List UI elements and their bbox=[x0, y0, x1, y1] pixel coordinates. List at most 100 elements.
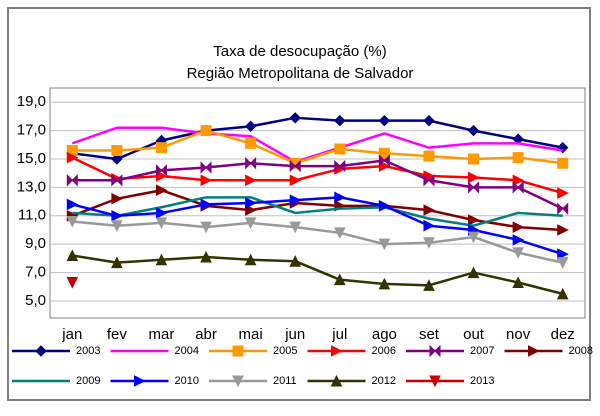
x-tick-label: nov bbox=[506, 326, 531, 343]
line-marker bbox=[512, 221, 525, 233]
x-tick-label: jun bbox=[284, 326, 305, 343]
line-marker bbox=[468, 214, 480, 226]
series-line bbox=[71, 196, 564, 256]
y-tick-label: 5,0 bbox=[25, 292, 46, 309]
line-marker bbox=[66, 249, 79, 262]
line-marker bbox=[557, 187, 569, 199]
line-marker bbox=[333, 227, 346, 239]
legend-label: 2009 bbox=[76, 375, 100, 387]
line-marker bbox=[512, 152, 524, 164]
line-marker bbox=[334, 191, 346, 204]
line-marker bbox=[556, 287, 569, 300]
line-marker bbox=[467, 231, 480, 244]
legend-label: 2011 bbox=[273, 375, 297, 387]
series-line bbox=[71, 156, 564, 195]
line-marker bbox=[512, 276, 524, 289]
x-tick-label: ago bbox=[372, 326, 397, 343]
line-marker bbox=[66, 215, 79, 228]
y-tick-label: 15,0 bbox=[17, 150, 46, 167]
line-marker bbox=[111, 144, 123, 156]
line-marker bbox=[111, 153, 123, 165]
plot-area bbox=[49, 87, 586, 319]
x-tick-label: set bbox=[419, 326, 440, 343]
line-marker bbox=[155, 184, 168, 197]
line-marker bbox=[378, 114, 391, 127]
line-marker bbox=[66, 151, 79, 164]
line-marker bbox=[66, 174, 78, 187]
line-marker bbox=[200, 250, 212, 263]
line-marker bbox=[467, 124, 480, 137]
legend-label: 2013 bbox=[470, 375, 494, 387]
x-tick-label: jul bbox=[331, 326, 347, 343]
line-marker bbox=[468, 153, 480, 165]
line-marker bbox=[512, 181, 524, 194]
x-tick-label: mar bbox=[149, 326, 175, 343]
series-line bbox=[71, 188, 563, 232]
series-line bbox=[72, 220, 563, 264]
y-tick-label: 13,0 bbox=[17, 178, 46, 195]
series-line bbox=[72, 129, 563, 165]
legend-label: 2003 bbox=[76, 345, 100, 357]
x-tick-label: abr bbox=[195, 326, 217, 343]
legend-marker bbox=[429, 375, 441, 388]
line-marker bbox=[289, 112, 301, 124]
line-marker bbox=[557, 157, 569, 169]
legend-label: 2007 bbox=[470, 345, 494, 357]
chart-subtitle: Região Metropolitana de Salvador bbox=[187, 65, 414, 82]
legend-label: 2012 bbox=[372, 375, 396, 387]
line-marker bbox=[66, 198, 79, 211]
y-tick-label: 7,0 bbox=[25, 264, 46, 281]
line-marker bbox=[111, 220, 123, 232]
y-tick-label: 17,0 bbox=[17, 122, 46, 139]
line-marker bbox=[289, 174, 302, 187]
line-marker bbox=[111, 256, 123, 269]
line-marker bbox=[111, 209, 123, 222]
line-marker bbox=[556, 257, 569, 269]
line-marker bbox=[423, 204, 436, 216]
series-line bbox=[72, 254, 564, 296]
line-marker bbox=[245, 157, 257, 170]
line-marker bbox=[244, 253, 257, 266]
line-marker bbox=[200, 221, 212, 234]
series-line bbox=[72, 116, 563, 161]
line-marker bbox=[200, 198, 213, 211]
line-marker bbox=[289, 194, 302, 206]
line-marker bbox=[334, 159, 346, 173]
legend-label: 2006 bbox=[372, 345, 396, 357]
line-marker bbox=[423, 279, 435, 291]
series-line bbox=[71, 126, 563, 164]
legend-marker bbox=[232, 375, 244, 388]
line-marker bbox=[66, 277, 79, 289]
line-marker bbox=[245, 204, 257, 216]
legend-marker bbox=[528, 345, 540, 357]
line-marker bbox=[512, 234, 525, 246]
line-marker bbox=[155, 164, 167, 177]
line-marker bbox=[423, 114, 435, 127]
line-marker bbox=[423, 219, 436, 232]
y-tick-label: 9,0 bbox=[25, 235, 46, 252]
line-marker bbox=[423, 237, 435, 249]
line-marker bbox=[334, 143, 346, 155]
line-marker bbox=[557, 202, 569, 215]
line-marker bbox=[378, 238, 391, 251]
line-marker bbox=[289, 159, 301, 173]
x-tick-label: fev bbox=[107, 326, 128, 343]
line-marker bbox=[378, 277, 391, 290]
x-tick-label: mai bbox=[239, 326, 263, 343]
line-marker bbox=[468, 181, 480, 194]
line-marker bbox=[245, 197, 257, 209]
line-marker bbox=[423, 174, 435, 187]
line-marker bbox=[155, 217, 168, 229]
legend-marker bbox=[331, 345, 343, 357]
legend-marker bbox=[134, 375, 146, 387]
y-tick-label: 19,0 bbox=[17, 93, 46, 110]
legend-label: 2004 bbox=[175, 345, 199, 357]
line-marker bbox=[334, 114, 346, 127]
legend-marker bbox=[232, 345, 244, 357]
line-marker bbox=[244, 120, 257, 133]
line-marker bbox=[155, 207, 168, 219]
line-marker bbox=[557, 248, 569, 260]
line-marker bbox=[111, 174, 123, 187]
line-marker bbox=[512, 247, 524, 259]
